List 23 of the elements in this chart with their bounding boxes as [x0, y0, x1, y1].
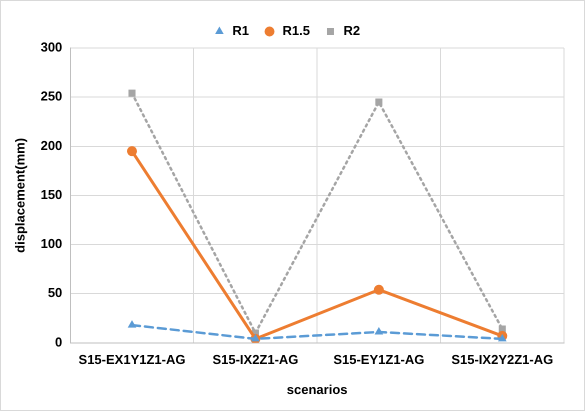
x-tick-label: S15-EX1Y1Z1-AG [78, 352, 186, 368]
y-tick-label: 300 [40, 40, 62, 55]
legend-label: R2 [343, 23, 360, 38]
point [128, 320, 136, 328]
x-axis-title: scenarios [286, 382, 348, 397]
point [127, 146, 138, 156]
y-tick-label: 150 [40, 186, 62, 202]
point [128, 90, 136, 97]
y-tick-label: 0 [55, 334, 62, 350]
point [375, 98, 382, 106]
legend-label: R1 [232, 23, 250, 38]
y-tick-label: 100 [40, 236, 62, 252]
point [374, 284, 384, 295]
point [498, 334, 507, 342]
x-tick-label: S15-IX2Z1-AG [212, 352, 298, 368]
y-tick-label: 200 [40, 138, 62, 153]
x-tick-label: S15-IX2Y2Z1-AG [451, 352, 554, 368]
y-tick-label: 50 [48, 285, 62, 300]
y-tick-label: 250 [40, 88, 62, 104]
y-axis-title: displacement(mm) [12, 138, 28, 253]
legend-label: R1.5 [282, 23, 310, 38]
point [374, 326, 384, 334]
x-tick-label: S15-EY1Z1-AG [333, 352, 424, 368]
